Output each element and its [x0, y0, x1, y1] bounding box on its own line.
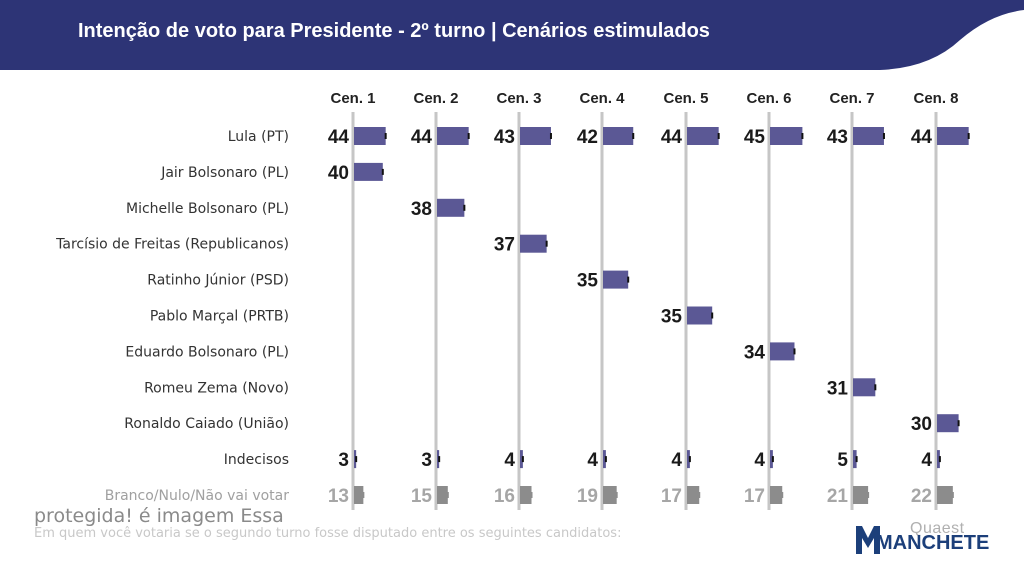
logo-subtitle: Quaest: [910, 520, 965, 537]
data-label: 44: [411, 127, 433, 148]
data-label: 35: [577, 271, 599, 292]
bar: [937, 127, 969, 145]
data-label: 3: [421, 450, 432, 471]
data-label: 44: [328, 127, 350, 148]
data-label: 19: [577, 486, 598, 507]
candidate-label: Ronaldo Caiado (União): [124, 416, 289, 432]
bar: [603, 127, 634, 145]
bar: [520, 450, 523, 469]
candidate-label: Pablo Marçal (PRTB): [150, 309, 289, 325]
data-label: 34: [744, 342, 766, 363]
bar: [937, 450, 940, 469]
data-label: 3: [338, 450, 349, 471]
data-label: 43: [827, 127, 848, 148]
bar: [770, 127, 803, 145]
data-label: 17: [744, 486, 765, 507]
data-label: 17: [661, 486, 682, 507]
bar: [687, 306, 713, 325]
bar: [853, 450, 857, 469]
question-footnote: Em quem você votaria se o segundo turno …: [34, 526, 622, 541]
data-label: 13: [328, 486, 349, 507]
data-label: 38: [411, 199, 432, 220]
data-label: 42: [577, 127, 598, 148]
header-banner: Intenção de voto para Presidente - 2º tu…: [0, 0, 1024, 70]
bar: [603, 450, 606, 469]
bar: [937, 486, 953, 504]
candidate-label: Jair Bolsonaro (PL): [160, 165, 289, 181]
data-label: 5: [837, 450, 848, 471]
data-label: 4: [504, 450, 515, 471]
candidate-label: Branco/Nulo/Não vai votar: [105, 488, 290, 504]
candidate-label: Ratinho Júnior (PSD): [147, 273, 289, 289]
bar: [937, 414, 959, 433]
data-label: 4: [754, 450, 765, 471]
bar: [687, 127, 719, 145]
bar: [520, 234, 547, 253]
bar: [687, 486, 700, 504]
bar: [520, 127, 551, 145]
bar: [770, 486, 783, 504]
bar: [437, 486, 448, 504]
bar: [853, 486, 869, 504]
bar: [354, 162, 383, 181]
candidate-label: Romeu Zema (Novo): [144, 380, 289, 396]
data-label: 22: [911, 486, 932, 507]
bar: [437, 198, 465, 217]
data-label: 45: [744, 127, 766, 148]
candidate-label: Lula (PT): [228, 129, 289, 145]
bar: [853, 378, 876, 397]
column-header: Cen. 8: [913, 90, 958, 107]
bar: [770, 450, 773, 469]
bar: [354, 450, 357, 469]
bar: [437, 450, 440, 469]
bar: [770, 342, 795, 361]
candidate-label: Eduardo Bolsonaro (PL): [125, 344, 289, 360]
data-label: 44: [911, 127, 933, 148]
bar: [687, 450, 690, 469]
data-label: 21: [827, 486, 849, 507]
protection-watermark: protegida! é imagem Essa: [34, 505, 284, 527]
bar: [520, 486, 532, 504]
column-header: Cen. 6: [746, 90, 791, 107]
bar: [354, 127, 386, 145]
bar: [853, 127, 884, 145]
column-header: Cen. 4: [579, 90, 625, 107]
bar: [603, 486, 617, 504]
page-title: Intenção de voto para Presidente - 2º tu…: [78, 20, 710, 42]
header-background: [0, 0, 1024, 70]
candidate-label: Indecisos: [224, 452, 289, 468]
candidate-label: Michelle Bolsonaro (PL): [126, 201, 289, 217]
data-label: 4: [587, 450, 598, 471]
data-label: 4: [921, 450, 932, 471]
column-header: Cen. 7: [829, 90, 874, 107]
data-label: 16: [494, 486, 515, 507]
logo-mark-icon: [856, 526, 880, 554]
data-label: 44: [661, 127, 683, 148]
data-label: 4: [671, 450, 682, 471]
data-label: 37: [494, 235, 515, 256]
candidate-label: Tarcísio de Freitas (Republicanos): [55, 237, 289, 253]
column-header: Cen. 5: [663, 90, 708, 107]
bar: [603, 270, 629, 289]
bar: [354, 486, 364, 504]
column-header: Cen. 3: [496, 90, 541, 107]
column-header: Cen. 2: [413, 90, 458, 107]
data-label: 35: [661, 307, 683, 328]
data-label: 40: [328, 163, 349, 184]
bar: [437, 127, 469, 145]
column-header: Cen. 1: [330, 90, 375, 107]
data-label: 43: [494, 127, 515, 148]
logo-title: MANCHETE: [876, 532, 990, 554]
data-label: 15: [411, 486, 433, 507]
data-label: 31: [827, 378, 849, 399]
data-label: 30: [911, 414, 932, 435]
